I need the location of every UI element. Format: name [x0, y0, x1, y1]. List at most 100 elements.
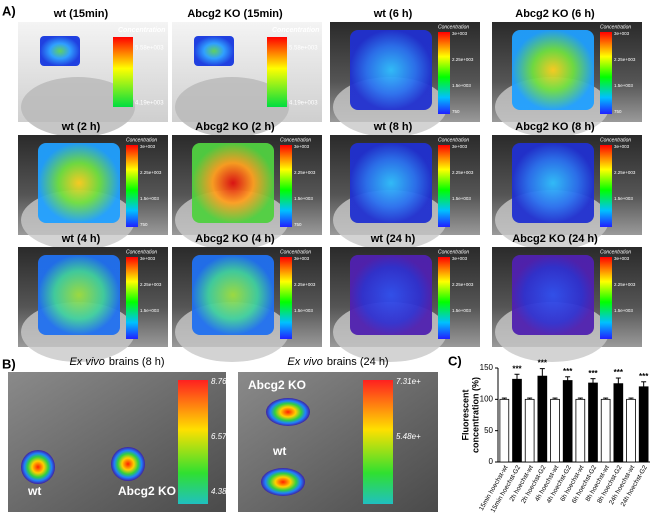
- mouse-body: [175, 77, 289, 137]
- scale-title: Concentration: [126, 137, 157, 143]
- title-text: brains (8 h): [109, 356, 165, 368]
- heat-signal: [38, 255, 120, 335]
- scale-label: 2.25e+003: [614, 57, 636, 62]
- scale-label: 750: [294, 222, 302, 227]
- heat-signal: [38, 143, 120, 223]
- significance: ***: [639, 372, 649, 381]
- scale-label: 1.5e+003: [452, 308, 471, 313]
- panel-title: wt (4 h): [61, 233, 101, 245]
- panel-title: Abcg2 KO (8 h): [515, 121, 595, 133]
- significance: ***: [588, 369, 598, 378]
- panel-title: Abcg2 KO (4 h): [195, 233, 275, 245]
- scale-label: 2.25e+003: [614, 170, 636, 175]
- heat-signal: [512, 255, 594, 335]
- scale-label: 1.5e+003: [452, 83, 471, 88]
- brain-signal: [266, 398, 310, 426]
- scale-label: 8.76e: [211, 377, 232, 386]
- scale-title: Concentration: [600, 137, 631, 143]
- sample-label: wt: [272, 444, 286, 458]
- scale-label: 3e+003: [452, 256, 468, 261]
- scale-label: 3e+003: [452, 144, 468, 149]
- color-scale: [438, 257, 450, 339]
- scale-label: 2.25e+003: [452, 170, 474, 175]
- title-italic: Ex vivo: [69, 356, 104, 368]
- brain-signal: [21, 450, 55, 484]
- panel-title: Abcg2 KO (2 h): [195, 121, 275, 133]
- scale-label: 750: [614, 109, 622, 114]
- bar: [588, 382, 598, 463]
- significance: ***: [538, 359, 548, 368]
- bar: [600, 398, 611, 463]
- scale-label: 1.5e+003: [140, 308, 159, 313]
- panel-title: wt (8 h): [373, 121, 413, 133]
- scale-label: 2.25e+003: [452, 57, 474, 62]
- scale-title: Concentration: [438, 249, 469, 255]
- color-scale: [438, 145, 450, 227]
- bar: [524, 398, 535, 463]
- y-axis-label: Fluorescent: [460, 389, 470, 440]
- color-scale: [363, 380, 393, 504]
- scale-label: 750: [140, 222, 148, 227]
- scale-label: 3e+003: [614, 31, 630, 36]
- panel-title: wt (24 h): [370, 233, 416, 245]
- color-scale: [600, 32, 612, 114]
- heat-signal: [512, 30, 594, 110]
- scale-label: 1.5e+003: [140, 196, 159, 201]
- brain-signal: [111, 447, 145, 481]
- heat-signal: [512, 143, 594, 223]
- y-tick-label: 0: [489, 457, 494, 466]
- color-scale: [600, 257, 612, 339]
- panel-title: Ex vivo brains (24 h): [287, 356, 388, 368]
- panel-title: Abcg2 KO (15min): [187, 8, 283, 20]
- heat-signal: [40, 36, 80, 66]
- scale-label: 1.5e+003: [614, 308, 633, 313]
- panel-label: B): [2, 356, 16, 371]
- color-scale: [113, 37, 133, 107]
- color-scale: [438, 32, 450, 114]
- y-tick-label: 100: [480, 394, 494, 403]
- title-text: brains (24 h): [327, 356, 389, 368]
- color-scale: [267, 37, 287, 107]
- scale-label: 2.25e+003: [140, 282, 162, 287]
- scale-label: 3e+003: [294, 144, 310, 149]
- color-scale: [126, 145, 138, 227]
- significance: ***: [512, 364, 522, 373]
- scale-label: 1.5e+003: [452, 196, 471, 201]
- color-scale: [126, 257, 138, 339]
- heat-signal: [192, 255, 274, 335]
- scale-label: 3e+003: [140, 144, 156, 149]
- bar: [550, 398, 560, 463]
- panel-title: Abcg2 KO (24 h): [512, 233, 598, 245]
- y-tick-label: 150: [480, 363, 494, 372]
- scale-title: Concentration: [438, 137, 469, 143]
- scale-label: 3e+003: [294, 256, 310, 261]
- scale-label: 4.19e+003: [135, 101, 164, 107]
- scale-label: 2.25e+003: [294, 170, 316, 175]
- heat-signal: [194, 36, 234, 66]
- scale-title: Concentration: [438, 24, 469, 30]
- title-italic: Ex vivo: [287, 356, 322, 368]
- scale-title: Concentration: [118, 27, 165, 34]
- bar: [562, 380, 573, 463]
- scale-label: 5.58e+003: [289, 46, 318, 52]
- scale-label: 5.48e+: [396, 432, 421, 441]
- panel-title: wt (2 h): [61, 121, 101, 133]
- color-scale: [280, 145, 292, 227]
- scale-label: 4.19e+003: [289, 101, 318, 107]
- sample-label: Abcg2 KO: [118, 484, 176, 498]
- panel-title: Abcg2 KO (6 h): [515, 8, 595, 20]
- scale-label: 3e+003: [452, 31, 468, 36]
- panel-label: A): [2, 3, 16, 18]
- color-scale: [178, 380, 208, 504]
- heat-signal: [350, 255, 432, 335]
- scale-label: 1.5e+003: [294, 196, 313, 201]
- scale-label: 2.25e+003: [614, 282, 636, 287]
- significance: ***: [614, 368, 624, 377]
- heat-signal: [192, 143, 274, 223]
- heat-signal: [350, 143, 432, 223]
- scale-label: 2.25e+003: [140, 170, 162, 175]
- scale-label: 3e+003: [614, 144, 630, 149]
- scale-label: 3e+003: [614, 256, 630, 261]
- panel-title: Ex vivo brains (8 h): [69, 356, 164, 368]
- brain-signal: [261, 468, 305, 496]
